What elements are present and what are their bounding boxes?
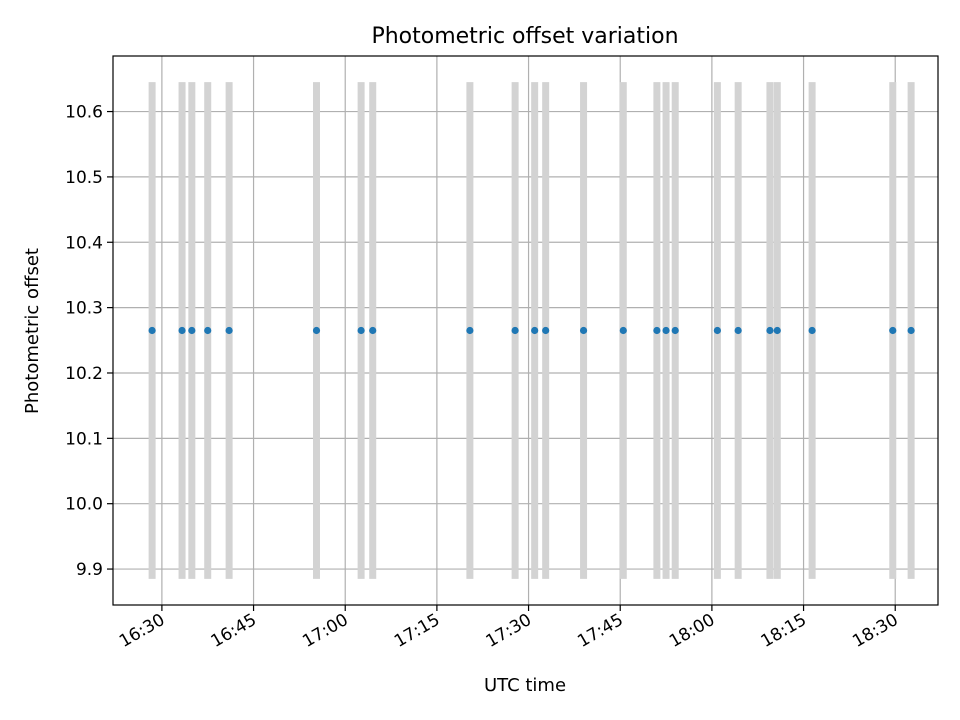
data-point — [225, 326, 233, 335]
y-tick-label: 10.3 — [65, 299, 103, 319]
data-point — [188, 326, 196, 335]
data-point — [889, 326, 897, 335]
x-axis: 16:30 16:45 17:00 17:15 17:30 17:45 18:00 18:15… — [116, 605, 902, 652]
x-tick-label: 18:30 — [849, 610, 901, 652]
data-point — [662, 326, 670, 335]
plot-frame — [112, 55, 939, 606]
chart-title: Photometric offset variation — [371, 24, 678, 49]
data-point — [178, 326, 186, 335]
data-point — [357, 326, 365, 335]
data-point — [369, 326, 377, 335]
data-point — [148, 326, 156, 335]
y-tick-label: 10.6 — [65, 103, 103, 123]
data-point — [204, 326, 212, 335]
x-tick-label: 18:00 — [666, 610, 718, 652]
data-point — [531, 326, 539, 335]
data-point — [312, 326, 321, 335]
y-tick-label: 10.0 — [65, 495, 103, 515]
y-tick-label: 10.2 — [65, 364, 103, 384]
y-axis: 9.9 10.0 10.1 10.2 10.3 10.4 10.5 10.6 — [65, 103, 113, 580]
y-axis-label: Photometric offset — [22, 248, 43, 414]
plot-area — [113, 56, 938, 605]
plot-background — [113, 56, 938, 605]
data-points — [148, 326, 915, 335]
x-tick-label: 17:45 — [574, 610, 626, 652]
x-tick-label: 17:15 — [391, 610, 443, 652]
x-tick-label: 18:15 — [758, 610, 810, 652]
data-point — [766, 326, 774, 335]
y-tick-label: 10.1 — [65, 429, 103, 449]
y-tick-label: 9.9 — [76, 560, 103, 580]
x-tick-label: 17:00 — [299, 610, 351, 652]
data-point — [773, 326, 781, 335]
data-point — [511, 326, 519, 335]
x-tick-label: 16:45 — [208, 610, 260, 652]
data-point — [579, 326, 588, 335]
y-tick-label: 10.5 — [65, 168, 103, 188]
data-point — [619, 326, 627, 335]
x-axis-label: UTC time — [484, 675, 566, 696]
data-point — [734, 326, 742, 335]
data-point — [907, 326, 915, 335]
data-point — [653, 326, 661, 335]
data-point — [542, 326, 550, 335]
x-tick-label: 17:30 — [483, 610, 535, 652]
data-point — [671, 326, 679, 335]
data-point — [713, 326, 721, 335]
x-tick-label: 16:30 — [116, 610, 168, 652]
data-point — [808, 326, 816, 335]
data-point — [466, 326, 474, 335]
y-tick-label: 10.4 — [65, 233, 103, 253]
